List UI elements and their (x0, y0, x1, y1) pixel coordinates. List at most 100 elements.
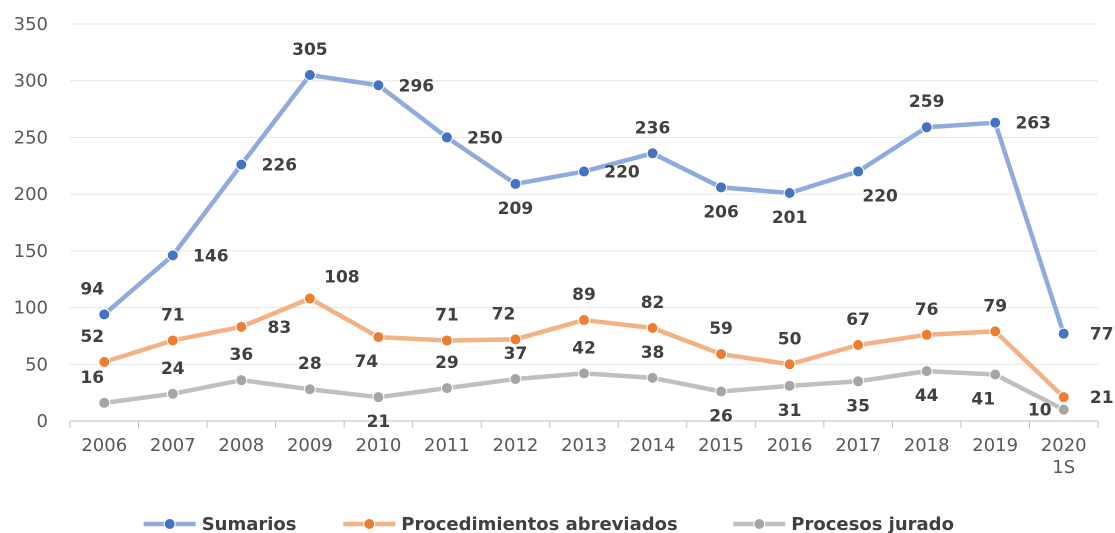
data-point (372, 391, 385, 404)
data-label: 41 (971, 389, 995, 409)
data-point (1057, 403, 1070, 416)
data-point (920, 328, 933, 341)
data-point (852, 339, 865, 352)
data-point (852, 375, 865, 388)
data-point (98, 396, 111, 409)
data-point (440, 131, 453, 144)
data-label: 38 (641, 343, 665, 363)
legend-marker (163, 518, 176, 530)
data-label: 76 (915, 300, 939, 320)
legend-marker (363, 518, 376, 530)
data-label: 21 (1090, 388, 1114, 408)
y-tick-label: 0 (37, 411, 48, 432)
data-label: 201 (772, 208, 808, 228)
data-label: 72 (492, 304, 516, 324)
x-tick-label: 2019 (972, 435, 1019, 456)
y-tick-label: 250 (14, 127, 48, 148)
x-tick-label: 2017 (835, 435, 882, 456)
data-label: 67 (846, 310, 870, 330)
legend-label: Sumarios (202, 514, 297, 533)
data-point (783, 379, 796, 392)
data-point (235, 158, 248, 171)
data-point (303, 292, 316, 305)
data-point (1057, 327, 1070, 340)
data-point (920, 121, 933, 134)
data-label: 108 (324, 267, 360, 287)
data-label: 296 (399, 76, 435, 96)
data-label: 10 (1028, 401, 1052, 421)
data-label: 35 (846, 396, 870, 416)
data-point (509, 373, 522, 386)
data-label: 250 (467, 128, 503, 148)
data-label: 29 (435, 353, 459, 373)
data-point (98, 356, 111, 369)
data-point (166, 387, 179, 400)
data-label: 77 (1090, 325, 1114, 345)
x-tick-label: 2012 (492, 435, 539, 456)
x-tick-label: 2006 (81, 435, 128, 456)
data-point (235, 320, 248, 333)
x-tick-label: 2010 (355, 435, 402, 456)
data-label: 83 (267, 318, 291, 338)
legend-label: Procedimientos abreviados (401, 514, 677, 533)
data-point (578, 314, 590, 327)
x-tick-label: 2008 (218, 435, 265, 456)
data-label: 16 (80, 368, 104, 388)
data-point (98, 308, 111, 321)
x-tick-label: 2007 (149, 435, 196, 456)
data-point (372, 331, 385, 344)
data-point (578, 367, 590, 380)
data-point (578, 165, 590, 178)
data-point (235, 374, 248, 387)
x-tick-label: 2014 (629, 435, 676, 456)
data-point (166, 334, 179, 347)
data-label: 82 (641, 293, 665, 313)
data-point (920, 365, 933, 378)
data-point (989, 116, 1002, 129)
data-label: 89 (572, 285, 596, 305)
data-label: 146 (193, 246, 229, 266)
data-label: 50 (778, 329, 802, 349)
data-label: 71 (435, 305, 459, 325)
data-label: 79 (983, 296, 1007, 316)
data-point (715, 181, 728, 194)
data-label: 209 (498, 199, 534, 219)
data-point (646, 147, 659, 160)
data-label: 36 (229, 345, 253, 365)
data-label: 28 (298, 354, 322, 374)
x-tick-label: 2020 1S (1040, 435, 1087, 478)
data-point (783, 187, 796, 200)
data-point (1057, 391, 1070, 404)
data-label: 26 (709, 407, 733, 427)
x-tick-label: 2011 (424, 435, 470, 456)
data-point (852, 165, 865, 178)
data-label: 42 (572, 338, 596, 358)
data-label: 71 (161, 305, 185, 325)
data-point (372, 79, 385, 92)
data-point (509, 177, 522, 190)
x-tick-label: 2013 (561, 435, 607, 456)
data-label: 263 (1015, 114, 1051, 134)
data-label: 305 (292, 40, 328, 60)
y-tick-label: 50 (25, 354, 48, 375)
x-tick-label: 2009 (286, 435, 333, 456)
x-tick-label: 2015 (698, 435, 744, 456)
legend-label: Procesos jurado (791, 514, 954, 533)
data-point (303, 383, 316, 396)
data-point (440, 334, 453, 347)
data-point (166, 249, 179, 262)
data-point (440, 382, 453, 395)
data-point (646, 371, 659, 384)
data-label: 259 (909, 92, 945, 112)
legend-marker (753, 518, 766, 530)
data-label: 52 (80, 327, 104, 347)
y-tick-label: 100 (14, 298, 48, 319)
data-label: 220 (604, 162, 640, 182)
data-label: 31 (778, 401, 802, 421)
data-label: 94 (80, 279, 104, 299)
data-label: 44 (915, 386, 939, 406)
data-label: 236 (635, 118, 671, 138)
data-point (783, 358, 796, 371)
data-point (715, 348, 728, 361)
